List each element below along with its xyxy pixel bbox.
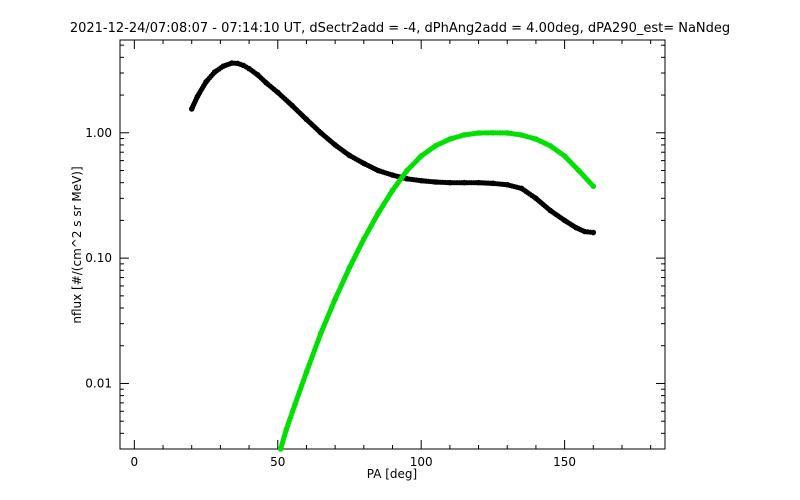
series-2 <box>277 129 597 452</box>
x-tick-label: 50 <box>270 455 285 469</box>
x-axis-label: PA [deg] <box>367 467 417 481</box>
y-tick-label: 0.10 <box>85 251 112 265</box>
data-point <box>590 183 597 189</box>
y-axis-label: nflux [#/(cm^2 s sr MeV)] <box>70 166 84 323</box>
series-layer <box>188 60 597 452</box>
x-tick-label: 100 <box>410 455 433 469</box>
series-1 <box>188 60 597 236</box>
y-tick-label: 0.01 <box>85 376 112 390</box>
x-tick-label: 150 <box>553 455 576 469</box>
data-point <box>590 229 597 236</box>
x-tick-label: 0 <box>131 455 139 469</box>
axis-tick-labels: 0 50 100 150 0.01 0.10 1.00 <box>85 126 576 469</box>
axis-ticks <box>120 40 665 450</box>
chart-title: 2021-12-24/07:08:07 - 07:14:10 UT, dSect… <box>70 21 730 36</box>
y-tick-label: 1.00 <box>85 126 112 140</box>
